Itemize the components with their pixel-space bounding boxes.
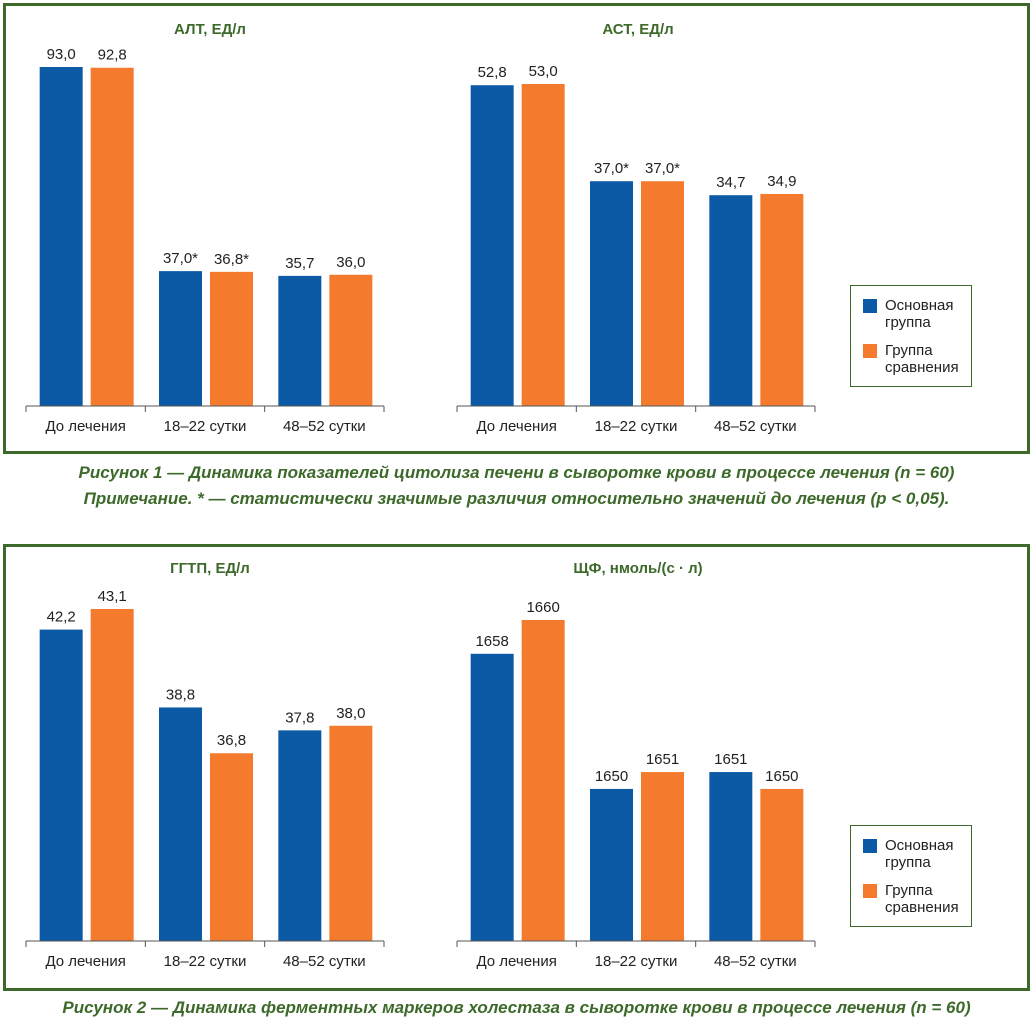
legend-main-line1: Основная: [885, 837, 954, 854]
legend-swatch-comparison: [863, 344, 877, 358]
bar: [521, 84, 565, 406]
chart-title: ЩФ, нмоль/(с · л): [573, 560, 702, 577]
data-label: 36,8*: [214, 251, 249, 268]
data-label: 53,0: [529, 63, 558, 80]
bar: [210, 271, 253, 406]
data-label: 36,8: [217, 732, 246, 749]
data-label: 38,8: [166, 686, 195, 703]
legend-comparison-line1: Группа: [885, 882, 933, 899]
bar: [641, 181, 684, 406]
bar: [329, 274, 373, 406]
bar: [278, 275, 322, 406]
legend-swatch-main: [863, 839, 877, 853]
bar: [709, 195, 753, 406]
chart-title: АСТ, ЕД/л: [602, 21, 673, 38]
figure1-note: Примечание. * — статистически значимые р…: [83, 489, 950, 508]
category-label: До лечения: [476, 953, 556, 970]
bar: [278, 730, 322, 941]
data-label: 42,2: [47, 609, 76, 626]
legend-comparison-line2: сравнения: [885, 359, 959, 376]
data-label: 37,0*: [594, 160, 629, 177]
data-label: 92,8: [98, 47, 127, 64]
bar: [470, 85, 514, 407]
category-label: 48–52 сутки: [714, 418, 797, 435]
data-label: 37,0*: [163, 250, 198, 267]
legend-main-line2: группа: [885, 314, 931, 331]
data-label: 38,0: [336, 705, 365, 722]
category-label: 18–22 сутки: [595, 418, 678, 435]
bar: [159, 707, 202, 941]
bar: [39, 629, 83, 941]
data-label: 1651: [646, 751, 679, 768]
category-label: 18–22 сутки: [164, 953, 247, 970]
data-label: 52,8: [478, 64, 507, 81]
legend-comparison-line1: Группа: [885, 342, 933, 359]
bar: [90, 609, 134, 941]
legend-main-line2: группа: [885, 854, 931, 871]
bar: [760, 788, 804, 941]
data-label: 1658: [475, 633, 508, 650]
bar: [760, 193, 804, 406]
data-label: 1650: [765, 768, 798, 785]
legend-figure1: Основная группа Группа сравнения: [850, 285, 972, 387]
chart-title: ГГТП, ЕД/л: [170, 560, 250, 577]
category-label: 18–22 сутки: [164, 418, 247, 435]
chart-title: АЛТ, ЕД/л: [174, 21, 246, 38]
data-label: 1650: [595, 768, 628, 785]
legend-main-line1: Основная: [885, 297, 954, 314]
bar: [470, 653, 514, 941]
figure1-caption: Рисунок 1 — Динамика показателей цитолиз…: [78, 463, 955, 482]
data-label: 43,1: [98, 588, 127, 605]
bar: [641, 772, 684, 941]
legend-figure2: Основная группа Группа сравнения: [850, 825, 972, 927]
data-label: 35,7: [285, 255, 314, 272]
category-label: 18–22 сутки: [595, 953, 678, 970]
bar: [39, 67, 83, 406]
category-label: 48–52 сутки: [283, 418, 366, 435]
legend-swatch-comparison: [863, 884, 877, 898]
category-label: 48–52 сутки: [283, 953, 366, 970]
data-label: 36,0: [336, 254, 365, 271]
data-label: 34,9: [767, 173, 796, 190]
legend-swatch-main: [863, 299, 877, 313]
data-label: 37,0*: [645, 160, 680, 177]
data-label: 1651: [714, 751, 747, 768]
data-label: 34,7: [716, 174, 745, 191]
bar: [709, 772, 753, 941]
bar: [590, 788, 633, 941]
category-label: До лечения: [45, 953, 125, 970]
bar: [590, 181, 633, 406]
legend-comparison-line2: сравнения: [885, 899, 959, 916]
data-label: 1660: [526, 599, 559, 616]
data-label: 93,0: [47, 46, 76, 63]
data-label: 37,8: [285, 709, 314, 726]
figure2-caption: Рисунок 2 — Динамика ферментных маркеров…: [62, 998, 971, 1017]
bar: [210, 753, 253, 941]
category-label: 48–52 сутки: [714, 953, 797, 970]
category-label: До лечения: [476, 418, 556, 435]
bar: [159, 271, 202, 406]
bar: [521, 620, 565, 941]
bar: [90, 67, 134, 406]
bar: [329, 725, 373, 941]
category-label: До лечения: [45, 418, 125, 435]
